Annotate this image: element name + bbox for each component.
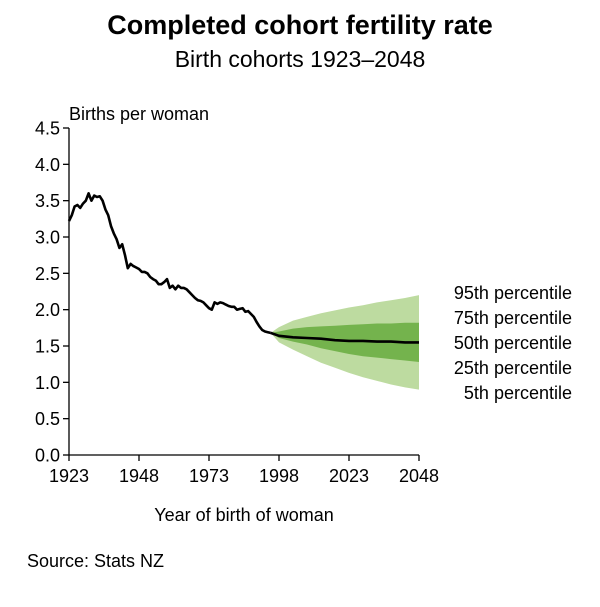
percentile-label: 25th percentile — [454, 358, 572, 378]
y-tick-label: 4.0 — [35, 155, 60, 175]
y-tick-label: 3.0 — [35, 228, 60, 248]
median-projection-line — [270, 331, 419, 344]
y-tick-label: 3.5 — [35, 191, 60, 211]
axes — [63, 127, 420, 461]
x-tick-label: 2023 — [329, 466, 369, 486]
y-tick-label: 2.0 — [35, 300, 60, 320]
chart-subtitle: Birth cohorts 1923–2048 — [174, 46, 426, 72]
y-tick-label: 0.0 — [35, 446, 60, 466]
y-axis-label: Births per woman — [69, 104, 209, 124]
percentile-label: 75th percentile — [454, 308, 572, 328]
y-tick-label: 4.5 — [35, 119, 60, 139]
percentile-bands — [270, 295, 419, 390]
source-note: Source: Stats NZ — [27, 551, 165, 571]
percentile-label: 95th percentile — [454, 283, 572, 303]
band-25th-75th-percentile — [270, 322, 419, 362]
labels: 0.0 0.5 1.0 1.5 2.0 2.5 3.0 3.5 4.0 4.5 1923 1948 19… — [35, 104, 572, 525]
x-axis-label: Year of birth of woman — [154, 505, 333, 525]
x-tick-label: 1973 — [189, 466, 229, 486]
historical-fertility-line — [67, 192, 271, 335]
y-tick-label: 0.5 — [35, 409, 60, 429]
percentile-label: 5th percentile — [464, 383, 572, 403]
chart-title: Completed cohort fertility rate — [107, 10, 493, 40]
data-lines — [67, 192, 419, 344]
y-tick-label: 1.0 — [35, 373, 60, 393]
y-tick-label: 1.5 — [35, 337, 60, 357]
x-tick-label: 1998 — [259, 466, 299, 486]
x-tick-label: 2048 — [399, 466, 439, 486]
x-tick-label: 1923 — [49, 466, 89, 486]
x-tick-label: 1948 — [119, 466, 159, 486]
y-tick-label: 2.5 — [35, 264, 60, 284]
percentile-label: 50th percentile — [454, 333, 572, 353]
